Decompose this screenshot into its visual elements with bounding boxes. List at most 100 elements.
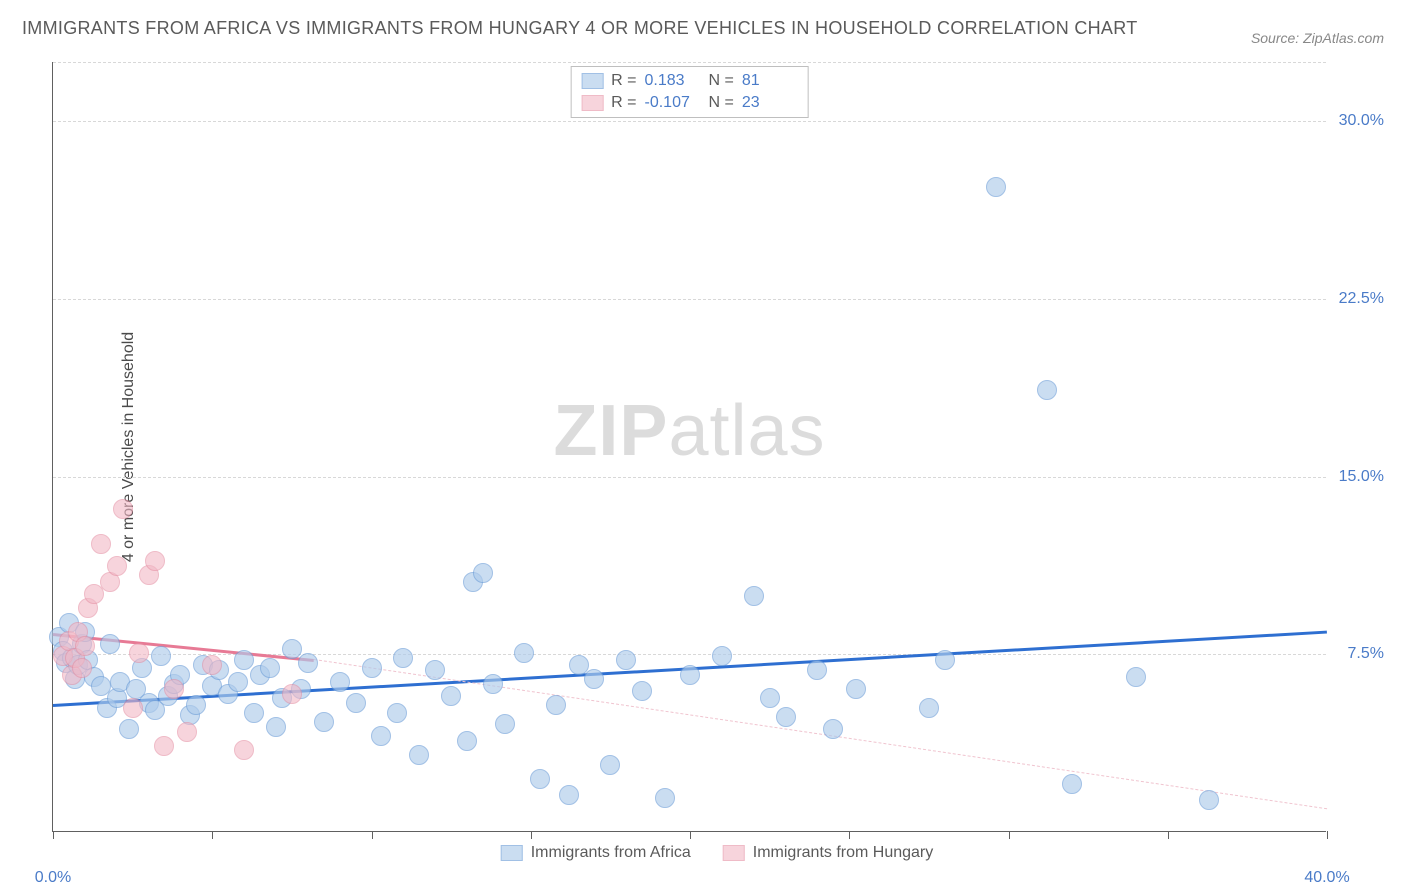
data-point bbox=[151, 646, 171, 666]
legend-item: Immigrants from Africa bbox=[501, 844, 691, 862]
y-tick-label: 22.5% bbox=[1339, 290, 1384, 308]
legend-stat-row: R =0.183N =81 bbox=[581, 70, 798, 92]
data-point bbox=[425, 660, 445, 680]
data-point bbox=[266, 717, 286, 737]
data-point bbox=[119, 719, 139, 739]
data-point bbox=[234, 740, 254, 760]
data-point bbox=[72, 658, 92, 678]
data-point bbox=[1126, 667, 1146, 687]
x-tick bbox=[1168, 831, 1169, 839]
data-point bbox=[776, 707, 796, 727]
data-point bbox=[91, 534, 111, 554]
n-label: N = bbox=[709, 72, 734, 90]
data-point bbox=[559, 785, 579, 805]
data-point bbox=[919, 698, 939, 718]
data-point bbox=[202, 655, 222, 675]
legend-label: Immigrants from Africa bbox=[531, 844, 691, 862]
data-point bbox=[282, 639, 302, 659]
data-point bbox=[744, 586, 764, 606]
data-point bbox=[1037, 380, 1057, 400]
r-value: 0.183 bbox=[645, 72, 701, 90]
data-point bbox=[282, 684, 302, 704]
legend-label: Immigrants from Hungary bbox=[753, 844, 934, 862]
data-point bbox=[823, 719, 843, 739]
source-label: Source: ZipAtlas.com bbox=[1251, 30, 1384, 46]
data-point bbox=[346, 693, 366, 713]
x-tick bbox=[1009, 831, 1010, 839]
data-point bbox=[314, 712, 334, 732]
x-tick bbox=[849, 831, 850, 839]
legend-item: Immigrants from Hungary bbox=[723, 844, 934, 862]
data-point bbox=[113, 499, 133, 519]
x-tick bbox=[690, 831, 691, 839]
data-point bbox=[228, 672, 248, 692]
data-point bbox=[680, 665, 700, 685]
data-point bbox=[298, 653, 318, 673]
data-point bbox=[530, 769, 550, 789]
data-point bbox=[712, 646, 732, 666]
legend-stat-row: R = -0.107 N = 23 bbox=[581, 92, 798, 114]
x-tick bbox=[212, 831, 213, 839]
gridline bbox=[53, 299, 1326, 300]
data-point bbox=[387, 703, 407, 723]
gridline bbox=[53, 121, 1326, 122]
data-point bbox=[330, 672, 350, 692]
legend-swatch bbox=[581, 73, 603, 89]
data-point bbox=[495, 714, 515, 734]
data-point bbox=[164, 679, 184, 699]
data-point bbox=[760, 688, 780, 708]
data-point bbox=[655, 788, 675, 808]
data-point bbox=[600, 755, 620, 775]
data-point bbox=[123, 698, 143, 718]
x-tick bbox=[53, 831, 54, 839]
data-point bbox=[260, 658, 280, 678]
x-tick bbox=[531, 831, 532, 839]
gridline bbox=[53, 62, 1326, 63]
data-point bbox=[393, 648, 413, 668]
y-tick-label: 15.0% bbox=[1339, 468, 1384, 486]
x-tick bbox=[372, 831, 373, 839]
r-value: -0.107 bbox=[645, 94, 701, 112]
data-point bbox=[483, 674, 503, 694]
data-point bbox=[100, 634, 120, 654]
legend-swatch bbox=[501, 845, 523, 861]
x-tick-label: 0.0% bbox=[35, 869, 71, 887]
data-point bbox=[807, 660, 827, 680]
plot-area: ZIPatlas R =0.183N =81R =-0.107N =23 7.5… bbox=[52, 62, 1326, 832]
data-point bbox=[846, 679, 866, 699]
data-point bbox=[107, 556, 127, 576]
legend-swatch bbox=[581, 95, 603, 111]
correlation-legend: R = 0.183 N = 81 R = -0.107 N = 23 bbox=[570, 66, 809, 118]
n-value: 23 bbox=[742, 94, 798, 112]
data-point bbox=[546, 695, 566, 715]
y-tick-label: 7.5% bbox=[1348, 645, 1384, 663]
data-point bbox=[145, 551, 165, 571]
data-point bbox=[457, 731, 477, 751]
r-label: R = bbox=[611, 94, 636, 112]
data-point bbox=[244, 703, 264, 723]
data-point bbox=[362, 658, 382, 678]
watermark: ZIPatlas bbox=[553, 390, 825, 472]
data-point bbox=[584, 669, 604, 689]
data-point bbox=[569, 655, 589, 675]
data-point bbox=[441, 686, 461, 706]
data-point bbox=[616, 650, 636, 670]
data-point bbox=[177, 722, 197, 742]
data-point bbox=[473, 563, 493, 583]
data-point bbox=[129, 643, 149, 663]
data-point bbox=[1199, 790, 1219, 810]
n-value: 81 bbox=[742, 72, 798, 90]
chart-title: IMMIGRANTS FROM AFRICA VS IMMIGRANTS FRO… bbox=[22, 18, 1138, 39]
data-point bbox=[986, 177, 1006, 197]
x-tick bbox=[1327, 831, 1328, 839]
series-legend: Immigrants from Africa Immigrants from Hu… bbox=[501, 844, 934, 862]
x-tick-label: 40.0% bbox=[1304, 869, 1349, 887]
data-point bbox=[371, 726, 391, 746]
data-point bbox=[154, 736, 174, 756]
data-point bbox=[514, 643, 534, 663]
data-point bbox=[1062, 774, 1082, 794]
chart-container: 4 or more Vehicles in Household ZIPatlas… bbox=[52, 62, 1382, 832]
n-label: N = bbox=[709, 94, 734, 112]
data-point bbox=[75, 636, 95, 656]
data-point bbox=[935, 650, 955, 670]
